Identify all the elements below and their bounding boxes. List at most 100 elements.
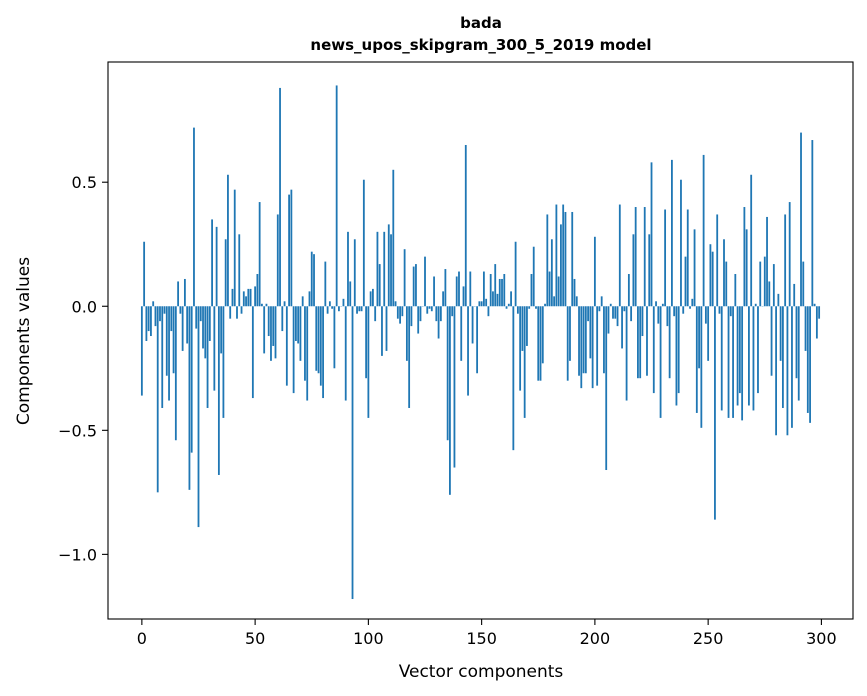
bar [179, 306, 182, 314]
bar [702, 154, 705, 307]
bar [809, 306, 811, 423]
bar [186, 306, 189, 344]
bar [227, 174, 229, 307]
y-tick-label: −1.0 [58, 545, 97, 564]
bar [582, 306, 585, 374]
bar [313, 254, 315, 307]
bar [256, 274, 259, 307]
bar [716, 214, 719, 307]
bar [661, 303, 664, 307]
bar [163, 306, 166, 314]
bar [557, 276, 560, 307]
bar [242, 291, 245, 307]
bar [165, 306, 168, 376]
bar [222, 306, 225, 418]
bar [405, 306, 408, 361]
bar [240, 306, 243, 314]
bar [258, 202, 261, 307]
bar [261, 303, 263, 307]
bar [797, 306, 800, 401]
bar [263, 306, 266, 354]
bar [695, 306, 698, 413]
bar [560, 224, 562, 307]
bar [338, 306, 340, 312]
bar [292, 306, 295, 394]
bar [612, 306, 614, 319]
bar [435, 306, 438, 322]
bar [650, 162, 653, 307]
bar [444, 269, 447, 307]
bar [802, 261, 805, 307]
bar [541, 306, 544, 364]
bar [152, 301, 155, 307]
bar [555, 204, 558, 307]
bar [754, 303, 757, 307]
bar [319, 306, 322, 386]
bar [204, 306, 207, 359]
bar [770, 306, 773, 376]
bar [449, 306, 451, 495]
bar [630, 306, 633, 322]
bar [331, 306, 334, 309]
bar [211, 219, 213, 307]
bar [564, 211, 567, 307]
bar [147, 306, 150, 332]
bar [510, 291, 512, 307]
bar [492, 291, 494, 307]
bar [193, 127, 195, 307]
bar [666, 306, 669, 327]
bar [537, 306, 540, 381]
x-tick-label: 200 [580, 629, 611, 648]
bar [589, 306, 592, 359]
bar [183, 278, 186, 307]
chart-title: bada [460, 14, 502, 32]
bar [646, 306, 648, 376]
bar [707, 306, 710, 361]
bar [476, 306, 479, 374]
bar [643, 207, 646, 307]
bar [632, 234, 635, 307]
bar [439, 306, 442, 322]
bar [387, 224, 390, 307]
bar [342, 298, 345, 307]
x-tick-label: 150 [466, 629, 497, 648]
bar [159, 306, 161, 322]
bar [356, 306, 358, 314]
bar [614, 306, 617, 319]
bar [224, 239, 227, 307]
bar [412, 266, 415, 307]
bar [623, 306, 626, 312]
bar [229, 306, 232, 319]
bar [326, 306, 329, 314]
bar [385, 306, 388, 351]
bar [442, 291, 445, 307]
bar [220, 306, 223, 354]
bar [437, 306, 440, 339]
bar [691, 298, 694, 307]
bar [580, 306, 583, 389]
bar [686, 209, 689, 307]
bar [641, 306, 644, 337]
bar [521, 306, 524, 351]
bar [265, 303, 268, 307]
bar [625, 306, 628, 401]
bar [369, 291, 372, 307]
bar [347, 231, 349, 307]
y-tick-label: 0.0 [72, 297, 97, 316]
bar [714, 306, 716, 520]
bar [729, 306, 732, 317]
bar [516, 306, 519, 314]
bar [467, 306, 469, 396]
bar [446, 306, 449, 441]
bar [501, 278, 503, 307]
bar [530, 274, 533, 307]
x-tick-label: 250 [693, 629, 724, 648]
bar [270, 306, 272, 361]
bar [745, 229, 748, 307]
bar [677, 306, 680, 394]
y-tick-label: 0.5 [72, 173, 97, 192]
bar [607, 306, 610, 334]
bar [655, 301, 657, 307]
bar [546, 214, 549, 307]
